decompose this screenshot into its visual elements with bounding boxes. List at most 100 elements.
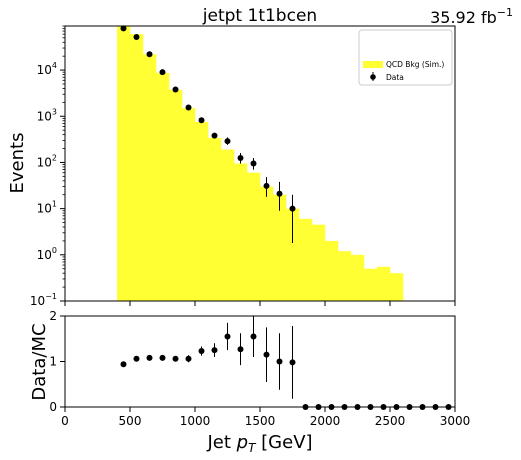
- y-tick-label-base: 10: [37, 248, 52, 262]
- mc-bar: [182, 108, 196, 301]
- mc-bar: [364, 268, 378, 301]
- legend-mc-swatch: [363, 61, 383, 68]
- mc-histogram: [117, 26, 404, 302]
- data-point: [237, 154, 244, 161]
- x-tick-label: 3000: [440, 414, 471, 428]
- data-point: [224, 138, 231, 145]
- x-tick-label: 2500: [375, 414, 406, 428]
- main-y-axis-label: Events: [7, 133, 28, 194]
- legend-mc-label: QCD Bkg (Sim.): [386, 60, 444, 69]
- y-tick-label-exponent: 2: [52, 153, 57, 162]
- data-point: [276, 190, 283, 197]
- y-tick-label-base: 10: [30, 294, 45, 308]
- data-point: [211, 132, 218, 139]
- x-tick-label: 500: [119, 414, 142, 428]
- data-point: [250, 160, 257, 167]
- ratio-y-tick-label: 0: [49, 400, 57, 414]
- mc-bar: [234, 163, 248, 301]
- mc-bar: [325, 240, 339, 301]
- ratio-point: [185, 355, 192, 362]
- y-tick-label-exponent: −1: [45, 292, 57, 301]
- x-tick-label: 2000: [310, 414, 341, 428]
- y-tick-label-exponent: 4: [52, 61, 57, 70]
- luminosity-exponent: −1: [497, 6, 513, 19]
- x-tick-label: 0: [61, 414, 69, 428]
- data-point: [198, 117, 205, 124]
- x-tick-label: 1000: [180, 414, 211, 428]
- main-x-ticks: [64, 301, 456, 306]
- mc-bar: [312, 224, 326, 301]
- mc-bar: [208, 137, 222, 301]
- ratio-plot-panel: 0 1 2 0 500 1000 1500 2000 2500 3000: [49, 309, 470, 428]
- data-point: [263, 182, 270, 189]
- y-tick-label-base: 10: [37, 202, 52, 216]
- x-tick-label: 1500: [245, 414, 276, 428]
- y-tick-label-base: 10: [37, 155, 52, 169]
- ratio-points: [120, 316, 452, 410]
- ratio-point: [198, 348, 205, 355]
- data-points: [120, 25, 296, 244]
- mc-bar: [351, 254, 365, 301]
- legend: QCD Bkg (Sim.) Data: [358, 29, 453, 86]
- y-tick-label: 100: [37, 246, 57, 262]
- mc-bar: [299, 218, 313, 301]
- data-point: [185, 104, 192, 111]
- x-axis-label-subscript: T: [248, 441, 257, 455]
- ratio-point: [237, 346, 244, 353]
- data-point: [133, 34, 140, 41]
- ratio-point: [120, 361, 127, 368]
- legend-data-label: Data: [386, 73, 404, 82]
- ratio-point: [211, 347, 218, 354]
- y-tick-label-base: 10: [37, 63, 52, 77]
- ratio-point: [250, 333, 257, 340]
- luminosity-value: 35.92 fb: [430, 8, 497, 27]
- data-point: [120, 25, 127, 32]
- y-tick-label: 104: [37, 61, 57, 77]
- data-point: [172, 86, 179, 93]
- mc-bar: [247, 172, 261, 301]
- ratio-y-tick-label: 2: [49, 309, 57, 323]
- y-tick-label-exponent: 0: [52, 246, 57, 255]
- mc-bar: [377, 266, 391, 301]
- y-tick-label-exponent: 1: [52, 200, 57, 209]
- x-axis-label-symbol: p: [236, 432, 248, 453]
- ratio-x-ticks: 0 500 1000 1500 2000 2500 3000: [61, 407, 470, 428]
- mc-bar: [338, 251, 352, 301]
- x-axis-label: Jet pT [GeV]: [206, 432, 312, 455]
- chart-title: jetpt 1t1bcen: [202, 6, 317, 26]
- mc-bar: [273, 194, 287, 301]
- ratio-y-tick-label: 1: [49, 355, 57, 369]
- data-point: [159, 69, 166, 76]
- data-point: [146, 51, 153, 58]
- mc-bar: [143, 54, 157, 302]
- ratio-y-axis-label: Data/MC: [29, 323, 50, 400]
- mc-bar: [156, 72, 170, 301]
- y-tick-label: 103: [37, 107, 57, 123]
- luminosity-label: 35.92 fb−1: [430, 6, 513, 27]
- data-point: [289, 205, 296, 212]
- mc-bar: [221, 149, 235, 301]
- mc-bar: [390, 273, 404, 301]
- ratio-point: [172, 355, 179, 362]
- y-tick-label-base: 10: [37, 109, 52, 123]
- y-tick-label: 10−1: [30, 292, 57, 308]
- mc-bar: [169, 90, 183, 301]
- ratio-y-ticks: 0 1 2: [49, 309, 65, 414]
- ratio-point: [276, 358, 283, 365]
- mc-bar: [195, 122, 209, 302]
- x-axis-label-unit: [GeV]: [255, 432, 312, 453]
- ratio-point: [159, 354, 166, 361]
- ratio-point: [146, 354, 153, 361]
- ratio-point: [133, 355, 140, 362]
- y-tick-label-exponent: 3: [52, 107, 57, 116]
- legend-data-marker: [370, 74, 376, 80]
- mc-bar: [130, 34, 144, 301]
- ratio-point: [289, 359, 296, 366]
- mc-bar: [117, 26, 131, 301]
- ratio-point: [224, 333, 231, 340]
- ratio-point: [263, 351, 270, 358]
- x-axis-label-prefix: Jet: [206, 432, 236, 453]
